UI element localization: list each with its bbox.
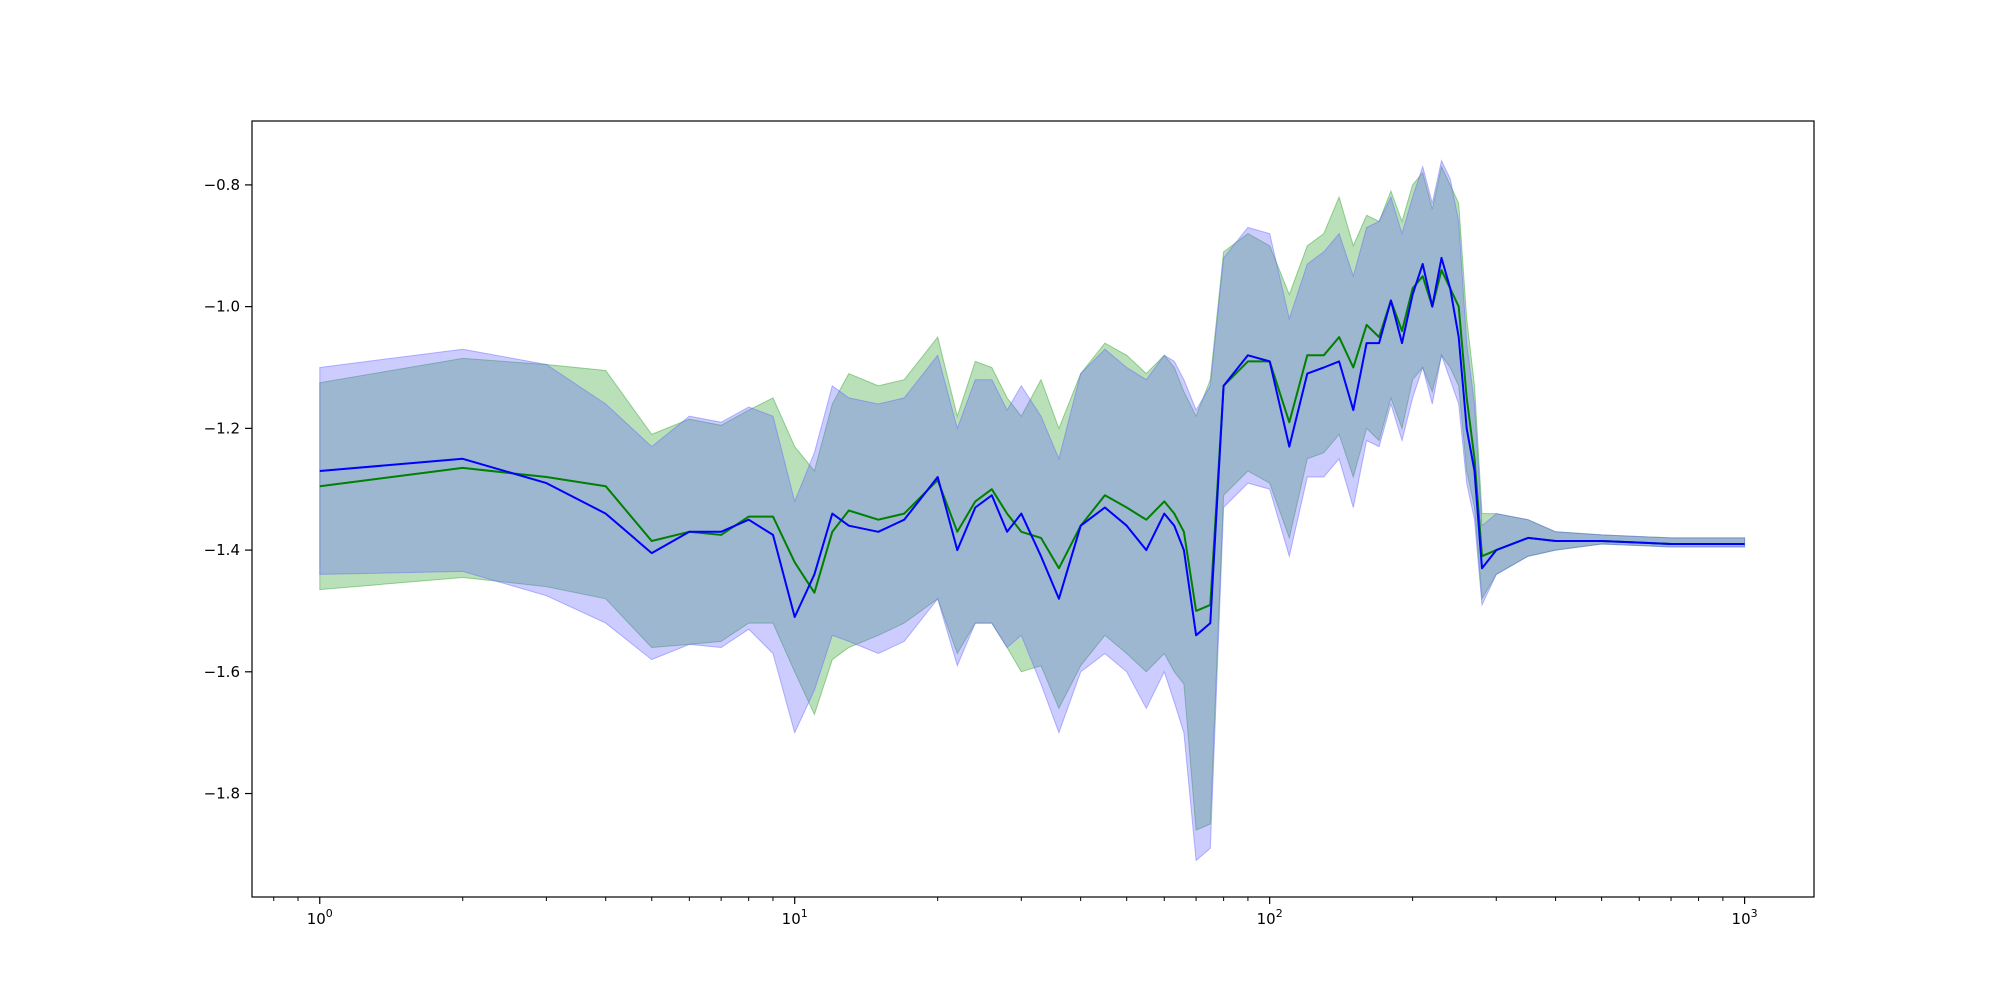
series-1-band [319,165,1746,831]
y-tick-label: −1.4 [204,541,240,559]
y-tick-label: −1.8 [204,785,240,803]
x-tick-label: 103 [1732,907,1758,928]
x-axis: 100 101 102 103 [273,897,1758,928]
series-lines [319,256,1745,637]
y-tick-label: −1.2 [204,419,240,437]
series-1-line [319,269,1745,612]
x-tick-label: 102 [1257,907,1283,928]
confidence-bands [319,159,1746,862]
series-2-band [319,159,1746,862]
y-tick-label: −0.8 [204,176,240,194]
series-2-line [319,256,1745,637]
plot-frame [251,120,1815,898]
y-tick-label: −1.0 [204,298,240,316]
x-tick-label: 100 [307,907,333,928]
y-axis: −0.8 −1.0 −1.2 −1.4 −1.6 −1.8 [204,176,252,803]
y-tick-label: −1.6 [204,663,240,681]
x-tick-label: 101 [782,907,808,928]
